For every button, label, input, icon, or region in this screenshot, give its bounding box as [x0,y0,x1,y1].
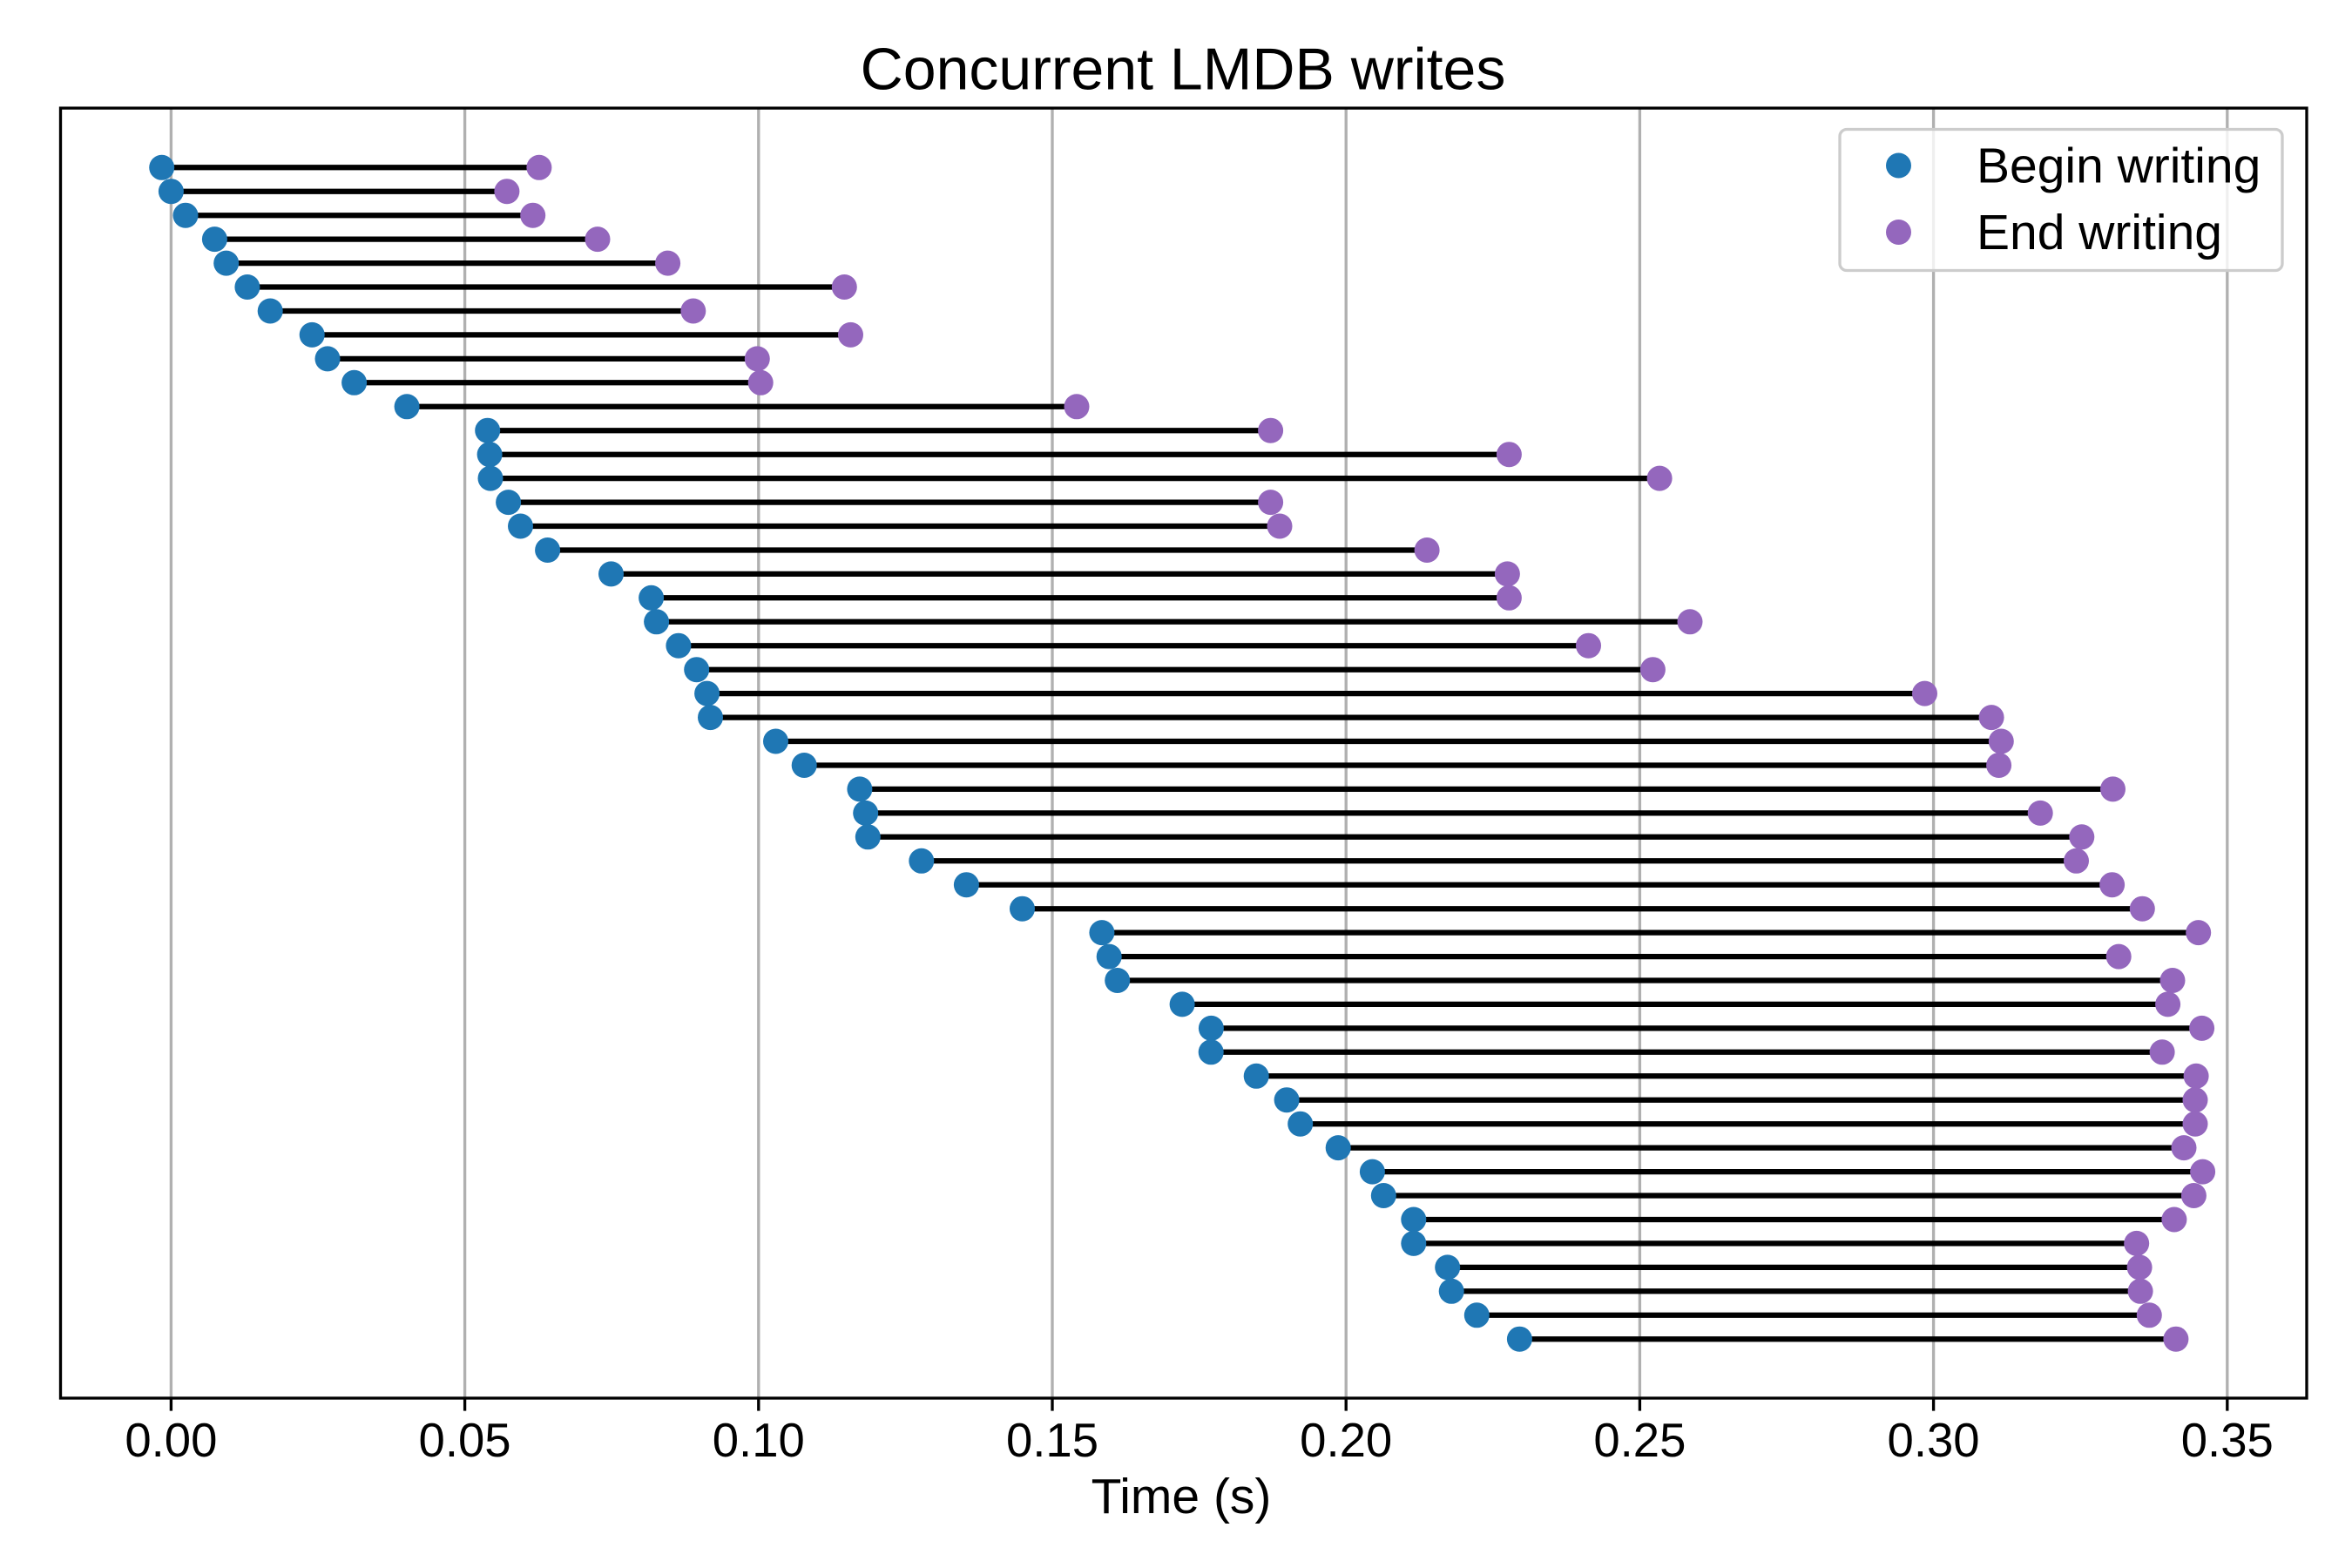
svg-text:Begin writing: Begin writing [1977,139,2261,194]
svg-text:0.00: 0.00 [125,1414,217,1467]
svg-text:0.15: 0.15 [1006,1414,1098,1467]
svg-text:Time (s): Time (s) [1092,1469,1272,1524]
svg-text:0.20: 0.20 [1300,1414,1392,1467]
svg-text:0.35: 0.35 [2181,1414,2274,1467]
svg-text:0.30: 0.30 [1888,1414,1980,1467]
svg-text:0.25: 0.25 [1593,1414,1686,1467]
svg-text:End writing: End writing [1977,205,2222,260]
svg-text:0.05: 0.05 [419,1414,511,1467]
svg-text:0.10: 0.10 [713,1414,805,1467]
svg-text:Concurrent LMDB writes: Concurrent LMDB writes [861,37,1506,103]
